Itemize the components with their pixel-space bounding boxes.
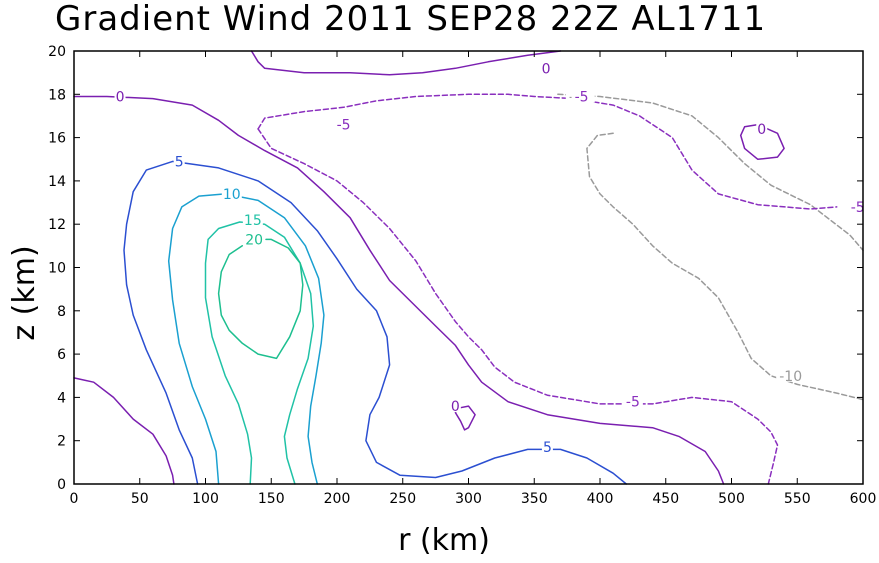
contour-label-bg bbox=[541, 439, 553, 454]
contour-0-segment-0 bbox=[73, 95, 725, 485]
chart-title: Gradient Wind 2011 SEP28 22Z AL1711 bbox=[55, 0, 766, 39]
y-tick-label: 4 bbox=[57, 390, 66, 406]
y-tick-label: 16 bbox=[48, 131, 66, 147]
x-tick-label: 550 bbox=[784, 491, 811, 507]
contour-label-0-1: 0 bbox=[542, 61, 551, 77]
contour-label-bg bbox=[221, 185, 242, 200]
y-tick-label: 14 bbox=[48, 174, 66, 190]
y-axis-label: z (km) bbox=[7, 245, 42, 340]
x-axis-label: r (km) bbox=[398, 523, 490, 558]
x-tick-label: 600 bbox=[850, 491, 877, 507]
x-tick-label: 500 bbox=[718, 491, 745, 507]
x-tick-label: 150 bbox=[258, 491, 285, 507]
contour-label-bg bbox=[540, 60, 552, 75]
contour-label-neg5-2: -5 bbox=[851, 200, 865, 216]
contour-label-bg bbox=[173, 153, 185, 168]
contour-label-neg10-1: -10 bbox=[779, 369, 802, 385]
x-tick-label: 100 bbox=[192, 491, 219, 507]
contour-neg10-segment-0 bbox=[557, 93, 864, 251]
contour-label-neg5-3: -5 bbox=[626, 395, 640, 411]
x-axis-ticks: 0 50 100 150 200 250 300 350 400 450 500 550 600 bbox=[70, 51, 877, 507]
contour-label-bg bbox=[776, 367, 806, 382]
contour-label-bg bbox=[449, 398, 461, 413]
contour-layer bbox=[73, 50, 864, 485]
plot-frame bbox=[73, 50, 864, 485]
contour-label-10-0: 10 bbox=[223, 187, 241, 203]
y-tick-label: 0 bbox=[57, 477, 66, 493]
contour-label-neg5-1: -5 bbox=[575, 89, 589, 105]
contour-0-segment-3 bbox=[739, 123, 785, 161]
contour-neg10-segment-1 bbox=[586, 132, 864, 401]
contour-label-0-2: 0 bbox=[757, 122, 766, 138]
contour-label-0-3: 0 bbox=[451, 399, 460, 415]
x-tick-label: 300 bbox=[455, 491, 482, 507]
contour-neg5-segment-1 bbox=[257, 128, 779, 485]
contour-label-neg5-0: -5 bbox=[337, 118, 351, 134]
y-tick-label: 12 bbox=[48, 217, 66, 233]
x-tick-label: 250 bbox=[389, 491, 416, 507]
x-tick-label: 50 bbox=[131, 491, 149, 507]
contour-label-bg bbox=[244, 231, 265, 246]
contour-label-bg bbox=[242, 211, 263, 226]
contour-label-bg bbox=[622, 393, 643, 408]
x-tick-label: 0 bbox=[70, 491, 79, 507]
x-tick-label: 450 bbox=[652, 491, 679, 507]
contour-neg5-segment-0 bbox=[257, 93, 838, 210]
contour-0-segment-2 bbox=[250, 50, 562, 76]
contour-label-bg bbox=[571, 88, 592, 103]
x-tick-label: 350 bbox=[521, 491, 548, 507]
x-tick-label: 200 bbox=[324, 491, 351, 507]
contour-label-bg bbox=[333, 116, 354, 131]
y-tick-label: 20 bbox=[48, 44, 66, 60]
contour-15-segment-0 bbox=[204, 221, 315, 485]
contour-label-15-0: 15 bbox=[244, 213, 262, 229]
contour-label-bg bbox=[114, 88, 126, 103]
contour-label-bg bbox=[756, 120, 768, 135]
y-tick-label: 6 bbox=[57, 347, 66, 363]
contour-5-segment-0 bbox=[123, 160, 628, 485]
contour-0-segment-1 bbox=[73, 377, 175, 485]
x-tick-label: 400 bbox=[587, 491, 614, 507]
y-tick-label: 18 bbox=[48, 87, 66, 103]
y-tick-label: 8 bbox=[57, 304, 66, 320]
contour-label-0-0: 0 bbox=[116, 89, 125, 105]
contour-label-5-1: 5 bbox=[543, 440, 552, 456]
contour-label-20-0: 20 bbox=[245, 232, 263, 248]
y-tick-label: 2 bbox=[57, 434, 66, 450]
y-axis-ticks: 0 2 4 6 8 10 12 14 16 18 20 bbox=[48, 44, 863, 493]
y-tick-label: 10 bbox=[48, 261, 66, 277]
contour-label-5-0: 5 bbox=[175, 154, 184, 170]
contour-20-segment-0 bbox=[217, 238, 304, 360]
